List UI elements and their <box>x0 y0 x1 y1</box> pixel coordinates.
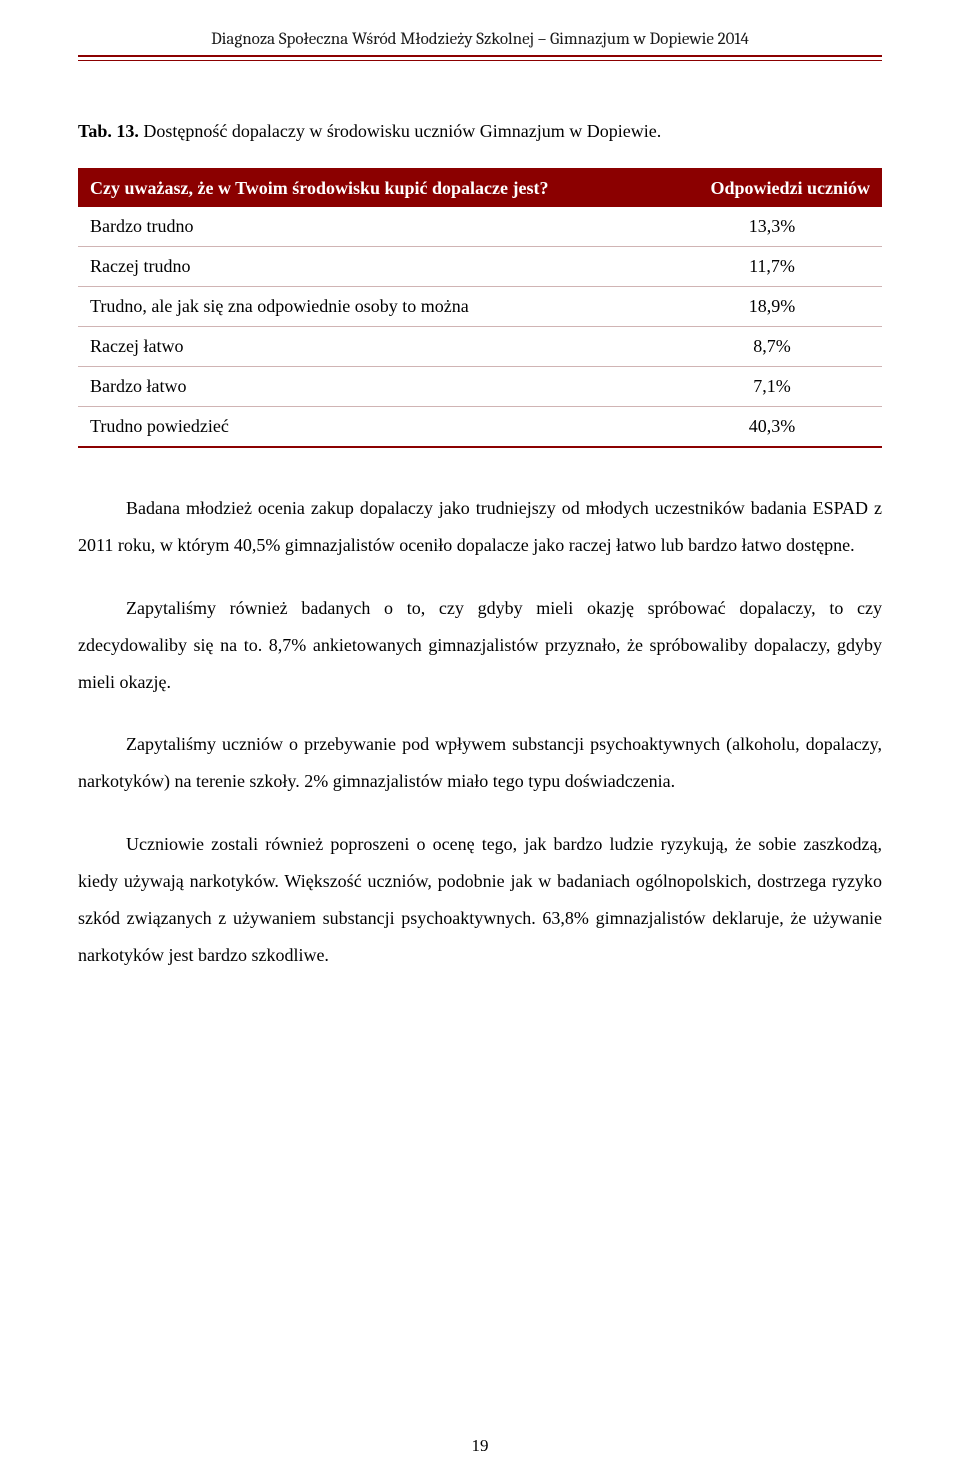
header-rule <box>78 55 882 61</box>
row-value: 13,3% <box>662 207 882 247</box>
paragraph: Zapytaliśmy uczniów o przebywanie pod wp… <box>78 726 882 800</box>
paragraph: Badana młodzież ocenia zakup dopalaczy j… <box>78 490 882 564</box>
row-label: Raczej łatwo <box>78 327 662 367</box>
row-label: Trudno powiedzieć <box>78 407 662 448</box>
table-caption: Tab. 13. Dostępność dopalaczy w środowis… <box>78 121 882 142</box>
table-row: Trudno, ale jak się zna odpowiednie osob… <box>78 287 882 327</box>
page-header: Diagnoza Społeczna Wśród Młodzieży Szkol… <box>78 30 882 49</box>
table-row: Trudno powiedzieć 40,3% <box>78 407 882 448</box>
row-label: Trudno, ale jak się zna odpowiednie osob… <box>78 287 662 327</box>
row-label: Bardzo trudno <box>78 207 662 247</box>
question-header: Czy uważasz, że w Twoim środowisku kupić… <box>78 169 662 207</box>
table-row: Bardzo łatwo 7,1% <box>78 367 882 407</box>
table-row: Bardzo trudno 13,3% <box>78 207 882 247</box>
table-row: Raczej trudno 11,7% <box>78 247 882 287</box>
row-label: Bardzo łatwo <box>78 367 662 407</box>
row-value: 7,1% <box>662 367 882 407</box>
row-value: 18,9% <box>662 287 882 327</box>
row-value: 8,7% <box>662 327 882 367</box>
page-number: 19 <box>0 1436 960 1456</box>
paragraph: Zapytaliśmy również badanych o to, czy g… <box>78 590 882 701</box>
row-value: 11,7% <box>662 247 882 287</box>
row-value: 40,3% <box>662 407 882 448</box>
paragraph: Uczniowie zostali również poproszeni o o… <box>78 826 882 974</box>
table-row: Raczej łatwo 8,7% <box>78 327 882 367</box>
caption-label: Tab. 13. <box>78 121 139 141</box>
body-text: Badana młodzież ocenia zakup dopalaczy j… <box>78 490 882 974</box>
data-table: Czy uważasz, że w Twoim środowisku kupić… <box>78 168 882 448</box>
row-label: Raczej trudno <box>78 247 662 287</box>
table-header-row: Czy uważasz, że w Twoim środowisku kupić… <box>78 169 882 207</box>
answers-header: Odpowiedzi uczniów <box>662 169 882 207</box>
caption-text: Dostępność dopalaczy w środowisku ucznió… <box>143 121 661 141</box>
